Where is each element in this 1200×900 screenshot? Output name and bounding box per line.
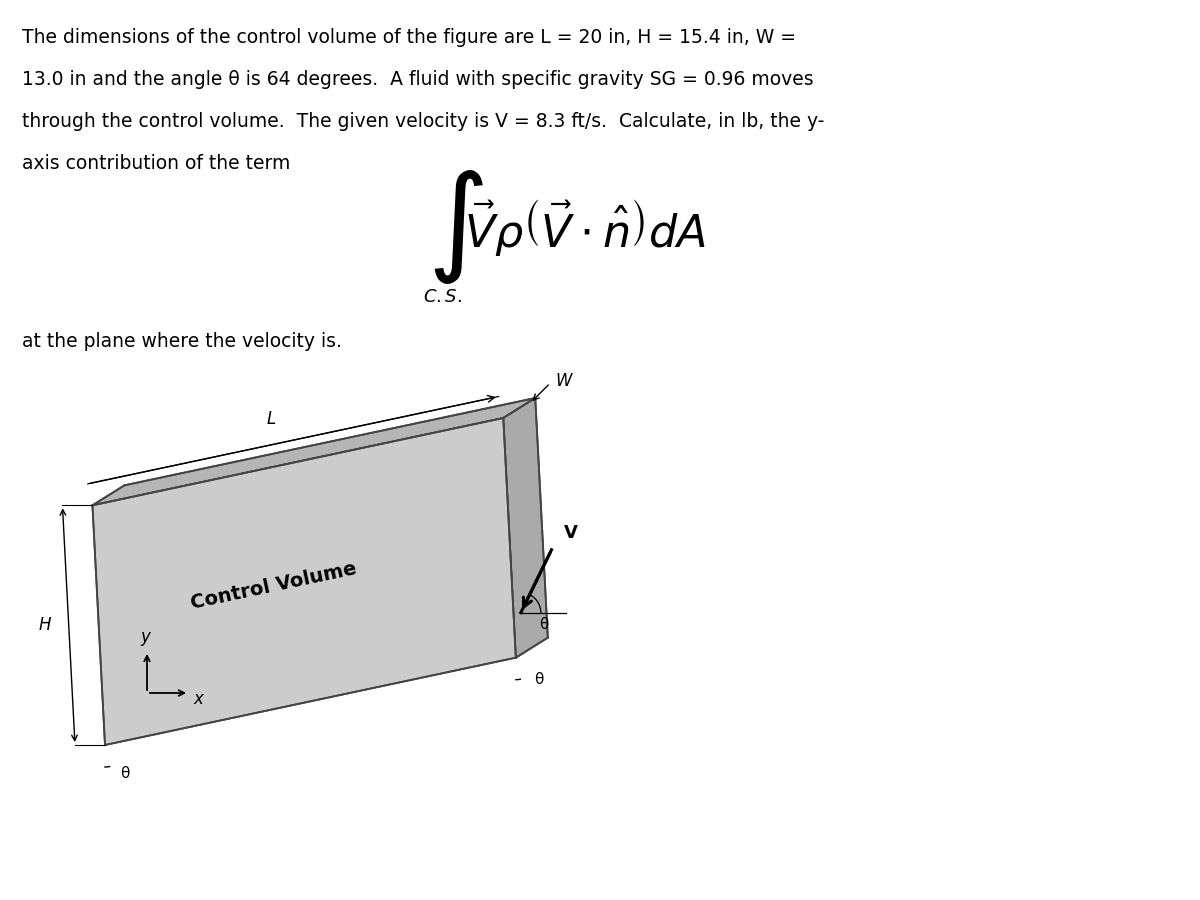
Text: through the control volume.  The given velocity is V = 8.3 ft/s.  Calculate, in : through the control volume. The given ve… — [22, 112, 824, 131]
Text: $\int$: $\int$ — [427, 168, 484, 286]
Text: $\vec{V}\rho\left(\vec{V}\cdot\hat{n}\right)dA$: $\vec{V}\rho\left(\vec{V}\cdot\hat{n}\ri… — [464, 196, 706, 257]
Text: θ: θ — [534, 672, 544, 688]
Text: H: H — [38, 616, 50, 634]
Text: $C.S.$: $C.S.$ — [422, 288, 462, 306]
Text: x: x — [193, 690, 203, 708]
Polygon shape — [92, 398, 535, 505]
Text: W: W — [556, 372, 571, 390]
Text: Control Volume: Control Volume — [190, 560, 359, 614]
Text: L: L — [266, 410, 276, 428]
Text: θ: θ — [539, 617, 548, 632]
Text: V: V — [564, 524, 577, 542]
Text: axis contribution of the term: axis contribution of the term — [22, 154, 290, 173]
Text: at the plane where the velocity is.: at the plane where the velocity is. — [22, 332, 342, 351]
Polygon shape — [503, 398, 548, 658]
Text: θ: θ — [120, 766, 130, 780]
Text: y: y — [140, 628, 150, 646]
Polygon shape — [92, 418, 516, 745]
Text: The dimensions of the control volume of the figure are L = 20 in, H = 15.4 in, W: The dimensions of the control volume of … — [22, 28, 796, 47]
Text: 13.0 in and the angle θ is 64 degrees.  A fluid with specific gravity SG = 0.96 : 13.0 in and the angle θ is 64 degrees. A… — [22, 70, 814, 89]
